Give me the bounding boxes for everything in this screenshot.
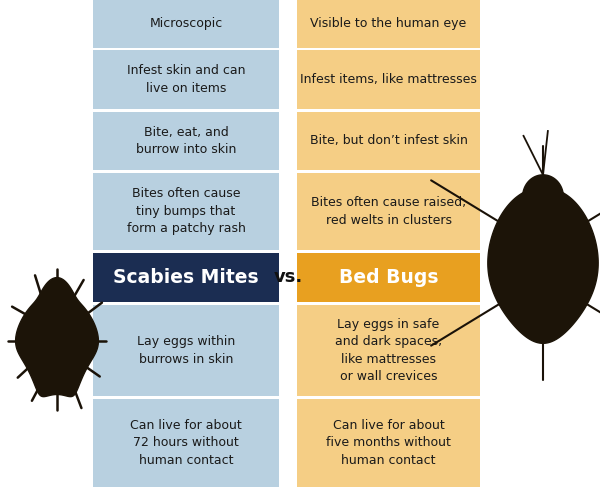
Polygon shape — [523, 175, 563, 219]
Text: Infest items, like mattresses: Infest items, like mattresses — [300, 73, 477, 86]
Polygon shape — [16, 278, 98, 396]
Text: Can live for about
five months without
human contact: Can live for about five months without h… — [326, 419, 451, 467]
Bar — [297, 305, 480, 396]
Bar — [93, 0, 279, 48]
Text: Lay eggs within
burrows in skin: Lay eggs within burrows in skin — [137, 335, 235, 366]
Text: Bite, eat, and
burrow into skin: Bite, eat, and burrow into skin — [136, 126, 236, 156]
Bar — [297, 173, 480, 250]
Bar — [93, 305, 279, 396]
Bar — [297, 51, 480, 109]
Text: Bites often cause raised,
red welts in clusters: Bites often cause raised, red welts in c… — [311, 196, 466, 227]
Bar — [297, 112, 480, 170]
Bar — [93, 173, 279, 250]
Bar — [93, 112, 279, 170]
Text: Bed Bugs: Bed Bugs — [339, 268, 438, 287]
Bar — [297, 253, 480, 302]
Text: Bite, but don’t infest skin: Bite, but don’t infest skin — [310, 134, 467, 148]
Text: Visible to the human eye: Visible to the human eye — [310, 17, 467, 30]
Bar — [297, 0, 480, 48]
Text: Can live for about
72 hours without
human contact: Can live for about 72 hours without huma… — [130, 419, 242, 467]
Text: Microscopic: Microscopic — [149, 17, 223, 30]
Bar — [297, 399, 480, 487]
Text: Scabies Mites: Scabies Mites — [113, 268, 259, 287]
Bar — [93, 253, 279, 302]
Text: vs.: vs. — [274, 268, 302, 286]
Text: Lay eggs in safe
and dark spaces,
like mattresses
or wall crevices: Lay eggs in safe and dark spaces, like m… — [335, 318, 442, 383]
Text: Bites often cause
tiny bumps that
form a patchy rash: Bites often cause tiny bumps that form a… — [127, 187, 245, 236]
Bar — [93, 51, 279, 109]
Bar — [93, 399, 279, 487]
Polygon shape — [488, 187, 598, 343]
Text: Infest skin and can
live on items: Infest skin and can live on items — [127, 64, 245, 95]
